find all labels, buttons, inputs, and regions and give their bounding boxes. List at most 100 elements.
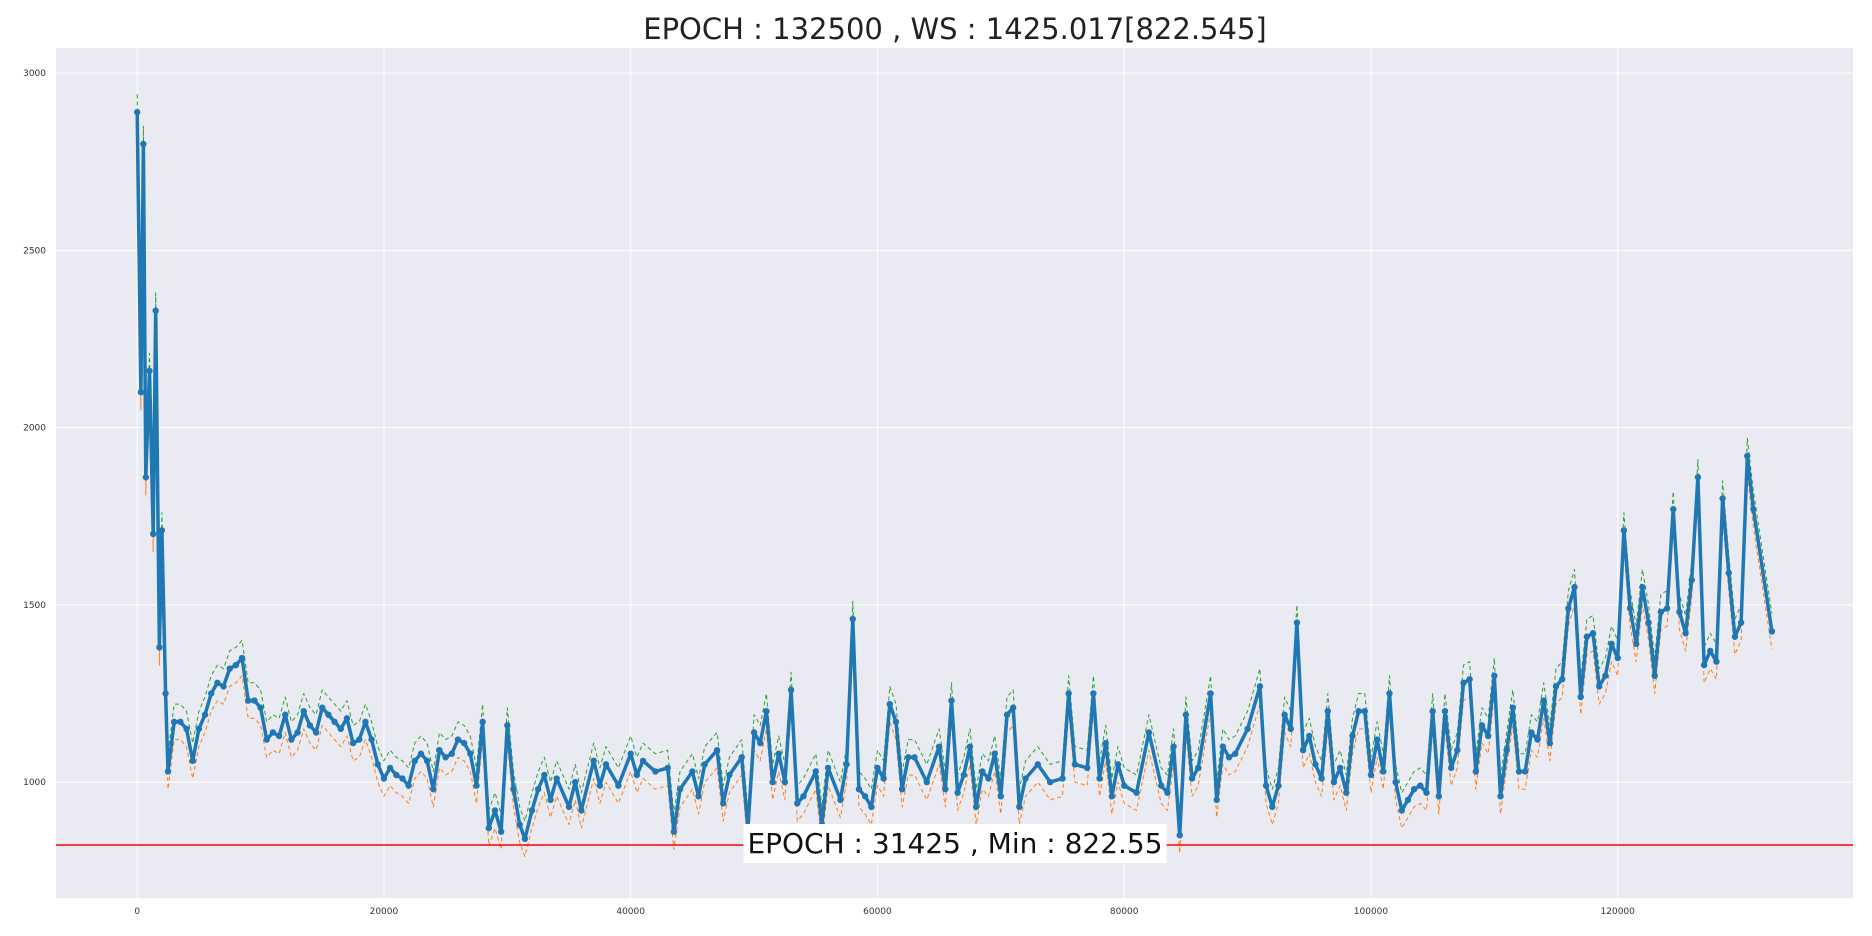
x-tick-label: 20000	[370, 907, 399, 917]
point	[1121, 782, 1128, 789]
point	[923, 778, 931, 786]
x-tick-label: 0	[134, 907, 140, 917]
point	[133, 108, 141, 116]
point	[670, 828, 678, 835]
point	[189, 757, 196, 765]
point	[162, 690, 169, 697]
point	[979, 768, 986, 775]
point	[997, 793, 1005, 800]
x-tick-label: 80000	[1110, 907, 1139, 917]
point	[1318, 775, 1325, 782]
point	[1466, 676, 1473, 683]
point	[430, 785, 437, 793]
point	[177, 718, 184, 726]
point	[991, 750, 998, 757]
point	[787, 686, 795, 694]
point	[1737, 619, 1745, 626]
point	[399, 775, 406, 782]
point	[226, 665, 233, 672]
point	[331, 718, 338, 726]
point	[1577, 693, 1584, 701]
point	[294, 729, 301, 736]
point	[1558, 676, 1566, 683]
point	[164, 768, 172, 775]
point	[1324, 707, 1331, 715]
point	[1046, 778, 1054, 786]
point	[140, 140, 147, 148]
point	[1478, 722, 1486, 729]
point	[1521, 768, 1529, 775]
point	[541, 771, 548, 779]
point	[1596, 683, 1603, 690]
point	[966, 743, 974, 750]
point	[473, 782, 480, 789]
series-line	[136, 129, 1773, 857]
point	[1694, 474, 1702, 481]
point	[1725, 569, 1732, 577]
point	[1114, 761, 1122, 768]
point	[1275, 782, 1282, 789]
point	[1645, 619, 1652, 626]
x-tick-label: 120000	[1601, 907, 1636, 917]
point	[150, 530, 157, 538]
point	[269, 729, 277, 736]
point	[208, 690, 215, 697]
point	[1700, 661, 1708, 669]
point	[1102, 739, 1109, 747]
point	[898, 785, 906, 793]
point	[689, 768, 696, 775]
point	[812, 768, 819, 775]
point	[781, 778, 789, 786]
point	[306, 722, 314, 729]
point	[1546, 739, 1554, 747]
point	[1244, 725, 1251, 733]
point	[713, 746, 721, 754]
point	[1281, 711, 1288, 718]
y-tick-label: 2500	[23, 246, 46, 256]
point	[1330, 778, 1338, 786]
point	[757, 739, 764, 747]
point	[504, 722, 511, 729]
point	[405, 782, 412, 789]
point	[1380, 768, 1387, 775]
annotation: EPOCH : 31425 , Min : 822.55	[743, 823, 1167, 863]
point	[411, 757, 418, 765]
point	[1565, 605, 1572, 612]
point	[627, 750, 634, 757]
point	[491, 807, 499, 814]
point	[1016, 803, 1023, 811]
point	[954, 789, 961, 796]
point	[245, 697, 252, 704]
point	[886, 700, 893, 708]
point	[1293, 619, 1301, 626]
point	[1071, 761, 1079, 768]
point	[220, 683, 227, 690]
point	[436, 746, 443, 754]
point	[257, 704, 264, 711]
point	[769, 778, 776, 786]
point	[911, 754, 918, 761]
y-tick-label: 3000	[23, 69, 46, 79]
point	[652, 768, 659, 775]
point	[861, 793, 869, 800]
point	[1133, 789, 1140, 796]
point	[763, 707, 770, 715]
point	[1404, 796, 1412, 804]
point	[1484, 732, 1492, 740]
point	[1423, 789, 1430, 796]
point	[1768, 628, 1776, 635]
point	[553, 775, 560, 782]
point	[824, 764, 832, 772]
point	[1343, 789, 1350, 796]
point	[942, 785, 949, 793]
point	[1170, 743, 1177, 750]
chart-title: EPOCH : 132500 , WS : 1425.017[822.545]	[643, 12, 1266, 46]
point	[275, 732, 283, 740]
point	[948, 697, 955, 704]
point	[794, 800, 801, 807]
point	[1182, 711, 1190, 718]
point	[156, 644, 163, 651]
point	[1022, 775, 1029, 782]
point	[152, 307, 159, 314]
